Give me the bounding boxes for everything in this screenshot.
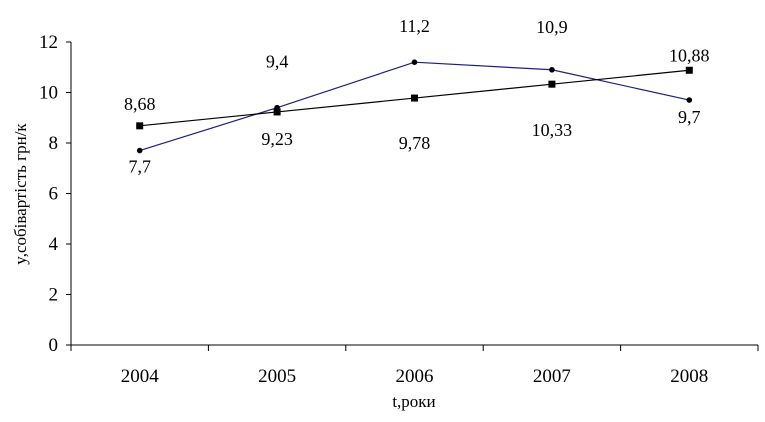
data-label: 10,88 [669,45,710,65]
data-point-square [548,80,556,88]
data-label: 7,7 [128,157,151,177]
y-tick-label: 10 [39,83,58,104]
data-point-circle [411,59,418,65]
series-layer [136,59,693,154]
data-label: 9,78 [399,133,431,153]
data-point-square [136,122,144,130]
data-point-square [273,108,281,116]
data-label: 8,68 [124,94,156,114]
x-axis-title: t,роки [392,392,435,411]
x-tick-label: 2006 [396,366,434,387]
data-point-square [685,66,693,74]
x-tick-label: 2004 [121,366,160,387]
y-tick-label: 2 [49,285,59,306]
y-tick-label: 12 [39,32,58,53]
y-axis-title: y,собівартість грн/к [11,123,30,265]
x-tick-label: 2007 [533,366,571,387]
data-point-circle [686,97,693,103]
y-tick-label: 4 [49,234,59,255]
data-label: 9,7 [678,107,701,127]
data-label: 9,4 [266,52,289,72]
y-tick-label: 6 [49,184,59,205]
data-label: 10,33 [532,120,573,140]
axes: 0 2 4 6 8 10 12 2004 2005 2006 2007 2008 [39,32,759,387]
x-tick-label: 2008 [670,366,708,387]
data-point-square [411,94,418,102]
x-tick-label: 2005 [258,366,296,387]
y-tick-label: 0 [49,335,59,356]
data-label: 9,23 [261,129,293,149]
data-label: 11,2 [399,16,430,36]
data-point-circle [549,66,555,73]
data-point-circle [136,147,143,154]
data-labels: 7,7 9,4 11,2 10,9 9,7 8,68 9,23 9,78 10,33 10,88 [124,16,710,176]
data-label: 10,9 [536,17,568,37]
y-tick-label: 8 [49,133,59,154]
